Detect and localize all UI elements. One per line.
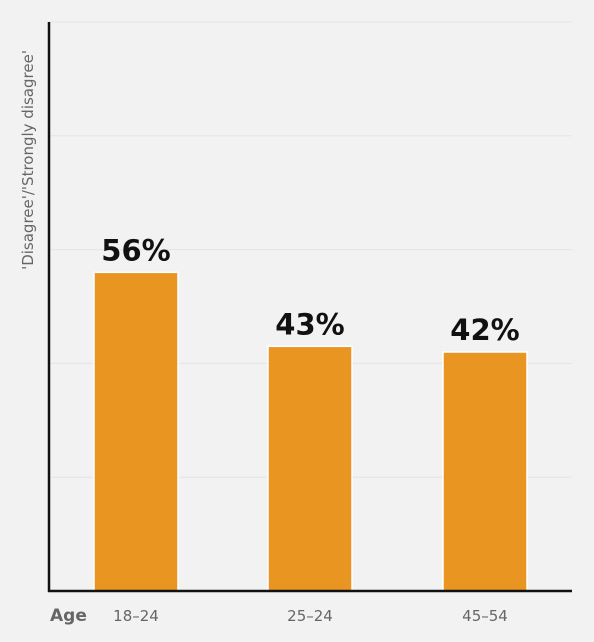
bar [93, 271, 179, 592]
bars [93, 271, 528, 592]
bar [267, 345, 353, 592]
data-label: 56% [101, 233, 170, 267]
data-label: 43% [275, 307, 344, 341]
bar [442, 351, 528, 592]
x-tick-label: 18–24 [113, 607, 159, 625]
x-axis-title: Age [50, 606, 87, 626]
data-label: 42% [450, 313, 519, 347]
y-axis-title: 'Disagree'/'Strongly disagree' [19, 50, 37, 270]
x-tick-labels: 18–24 25–24 45–54 [113, 607, 508, 625]
axes [47, 22, 572, 593]
x-tick-label: 25–24 [287, 607, 333, 625]
x-tick-label: 45–54 [462, 607, 508, 625]
value-labels: 56% 43% 42% [101, 233, 519, 347]
